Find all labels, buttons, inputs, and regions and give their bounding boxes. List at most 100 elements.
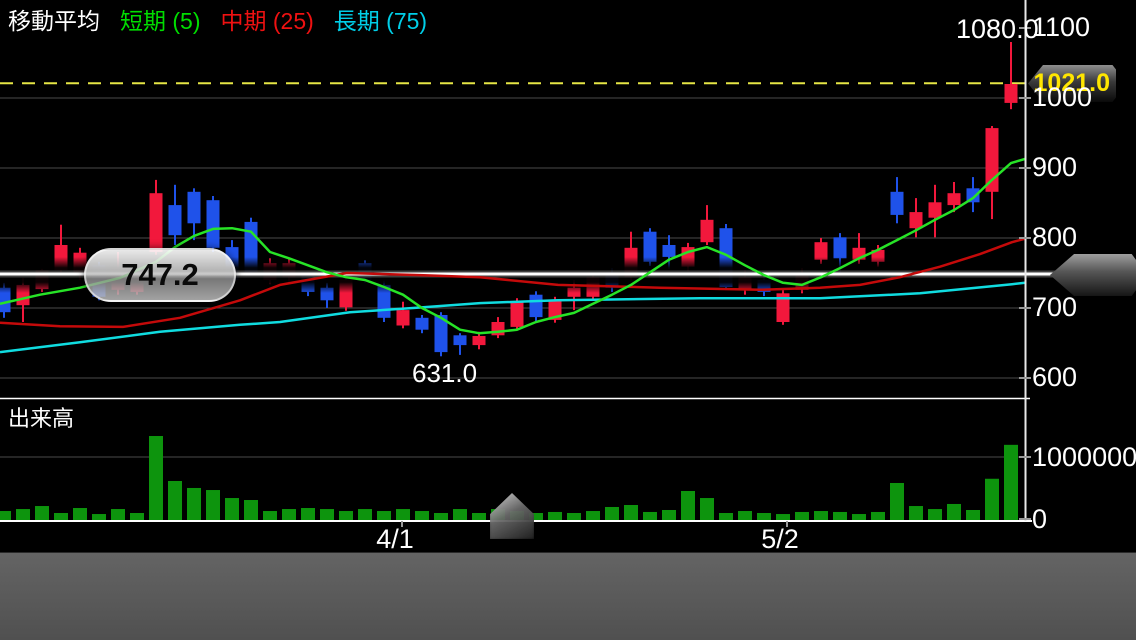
volume-bar [472,513,486,521]
volume-bar [358,509,372,521]
candlestick [415,317,429,330]
volume-bar [890,482,904,521]
legend-short-term: 短期 (5) [120,8,201,34]
volume-bar [814,511,828,521]
volume-bar [871,511,885,521]
candlestick [776,293,790,322]
volume-bar [681,490,695,521]
volume-bar [833,511,847,521]
volume-bar [130,513,144,521]
volume-bar [453,509,467,521]
current-price-badge: 1021.0 [1028,65,1116,102]
volume-axis-label: 0 [1032,504,1048,534]
volume-bar [263,511,277,521]
session-low-label: 631.0 [412,358,478,388]
ma-mid-line [0,237,1026,329]
volume-bar [586,511,600,521]
volume-title: 出来高 [8,406,75,431]
candlestick [928,202,942,218]
crosshair-price-value: 747.2 [121,257,199,292]
volume-axis-label: 1000000 [1032,442,1136,472]
candlestick [1004,84,1018,103]
volume-bar [301,508,315,521]
volume-bar [339,511,353,521]
candlestick [833,237,847,259]
volume-bar [605,506,619,521]
price-axis-label: 800 [1032,222,1078,252]
volume-bar [1004,444,1018,521]
volume-bar [719,513,733,521]
volume-bar [795,511,809,521]
volume-bar [434,513,448,521]
x-axis-label: 4/1 [376,524,414,554]
candlestick [206,200,220,248]
volume-bar [206,490,220,521]
bottom-toolbar: 3655 東証 ブレインＰ 1分5分日足週足月足 設定 [0,552,1136,640]
volume-bar [377,511,391,521]
moving-average-legend: 移動平均 短期 (5) 中期 (25) 長期 (75) [8,2,427,36]
price-axis-label: 1100 [1032,12,1091,42]
volume-bar [852,514,866,521]
candlestick [149,193,163,252]
volume-bar [909,506,923,521]
price-axis-label: 600 [1032,362,1078,392]
candlestick [985,128,999,192]
volume-bar [54,513,68,521]
volume-bar [738,511,752,521]
candlestick [909,212,923,229]
volume-bar [947,503,961,521]
current-price-value: 1021.0 [1033,69,1110,97]
candlestick [700,219,714,243]
volume-bar [662,509,676,521]
volume-bar [776,514,790,521]
volume-bar [985,478,999,521]
session-high-label: 1080.0 [956,14,1039,44]
candlestick [548,300,562,320]
x-axis-label: 5/2 [761,524,799,554]
volume-bar [320,509,334,521]
candlestick [529,294,543,318]
volume-bar [244,500,258,521]
volume-bar [966,509,980,521]
volume-bar [16,509,30,521]
ma-short-line [0,157,1026,335]
volume-bar [928,509,942,521]
volume-bar [35,506,49,521]
price-axis-label: 1000 [1032,82,1093,112]
ma-long-line [0,281,1026,354]
volume-bar [149,436,163,521]
volume-bar [225,498,239,521]
legend-mid-term: 中期 (25) [220,8,314,34]
volume-bar [567,513,581,521]
volume-bar [73,508,87,521]
candlestick [0,287,11,313]
candlestick [187,191,201,224]
volume-bar [415,511,429,521]
volume-bar [168,481,182,521]
volume-bar [624,505,638,521]
candlestick [871,249,885,262]
candlestick [662,245,676,257]
volume-bar [111,509,125,521]
legend-title: 移動平均 [8,8,100,34]
price-axis-label: 700 [1032,292,1078,322]
volume-bar [187,487,201,521]
volume-bar [282,509,296,521]
volume-bar [396,509,410,521]
volume-bar [700,498,714,521]
volume-bar [529,513,543,521]
candlestick [510,301,524,327]
candlestick [434,315,448,353]
candlestick [814,242,828,260]
price-axis-label: 900 [1032,152,1078,182]
candlestick [453,335,467,346]
candlestick [852,247,866,260]
legend-long-term: 長期 (75) [333,8,428,34]
volume-bar [643,511,657,521]
crosshair-price-bubble[interactable]: 747.2 [84,248,236,302]
candlestick [643,231,657,262]
volume-bar [548,511,562,521]
candlestick [472,336,486,346]
volume-bar [92,514,106,521]
